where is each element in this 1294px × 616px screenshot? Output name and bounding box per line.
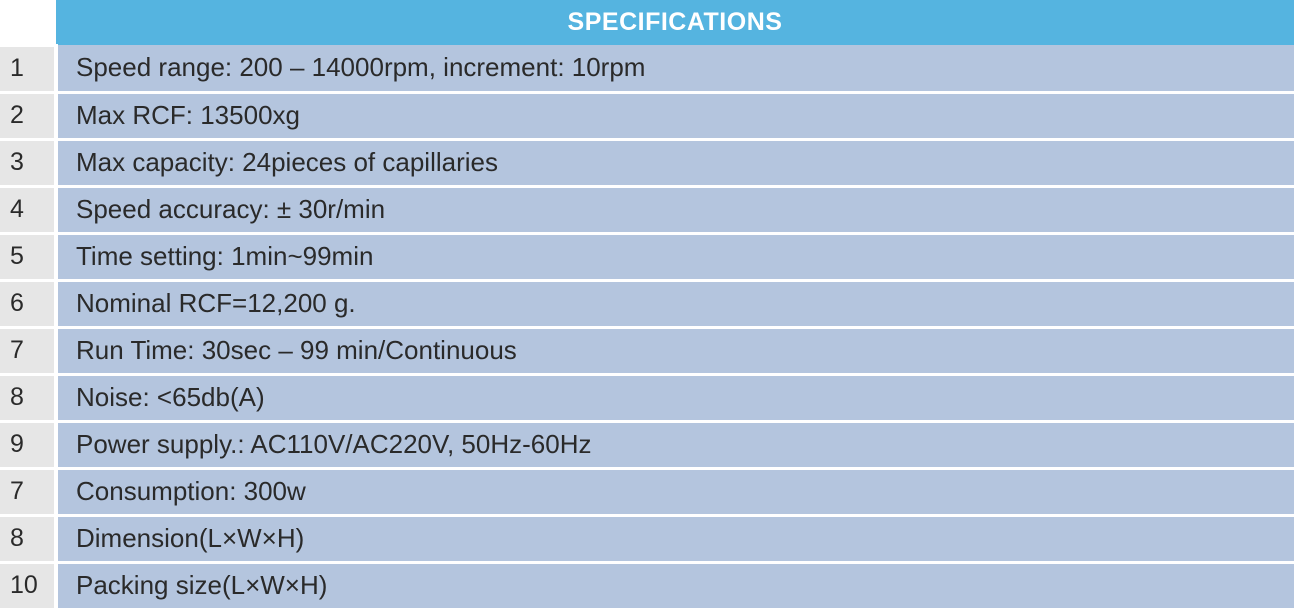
table-row: 5 Time setting: 1min~99min [0, 233, 1294, 280]
row-number: 1 [0, 45, 56, 92]
row-number: 8 [0, 374, 56, 421]
table-row: 8 Dimension(L×W×H) [0, 515, 1294, 562]
table-header-row: SPECIFICATIONS [0, 0, 1294, 45]
row-spec: Dimension(L×W×H) [56, 515, 1294, 562]
row-number: 5 [0, 233, 56, 280]
row-spec: Speed accuracy: ± 30r/min [56, 186, 1294, 233]
table-row: 2 Max RCF: 13500xg [0, 92, 1294, 139]
header-num-cell [0, 0, 56, 45]
row-spec: Max capacity: 24pieces of capillaries [56, 139, 1294, 186]
table-body: 1 Speed range: 200 – 14000rpm, increment… [0, 45, 1294, 609]
row-number: 8 [0, 515, 56, 562]
row-spec: Speed range: 200 – 14000rpm, increment: … [56, 45, 1294, 92]
row-spec: Nominal RCF=12,200 g. [56, 280, 1294, 327]
row-spec: Time setting: 1min~99min [56, 233, 1294, 280]
row-number: 4 [0, 186, 56, 233]
row-spec: Packing size(L×W×H) [56, 562, 1294, 609]
table-row: 9 Power supply.: AC110V/AC220V, 50Hz-60H… [0, 421, 1294, 468]
table-row: 6 Nominal RCF=12,200 g. [0, 280, 1294, 327]
specifications-table: SPECIFICATIONS 1 Speed range: 200 – 1400… [0, 0, 1294, 611]
row-number: 9 [0, 421, 56, 468]
header-spec-cell: SPECIFICATIONS [56, 0, 1294, 45]
row-spec: Run Time: 30sec – 99 min/Continuous [56, 327, 1294, 374]
table-row: 1 Speed range: 200 – 14000rpm, increment… [0, 45, 1294, 92]
table-row: 4 Speed accuracy: ± 30r/min [0, 186, 1294, 233]
table-row: 10 Packing size(L×W×H) [0, 562, 1294, 609]
table-row: 7 Run Time: 30sec – 99 min/Continuous [0, 327, 1294, 374]
row-spec: Power supply.: AC110V/AC220V, 50Hz-60Hz [56, 421, 1294, 468]
row-number: 6 [0, 280, 56, 327]
row-number: 7 [0, 468, 56, 515]
table-row: 8 Noise: <65db(A) [0, 374, 1294, 421]
row-number: 7 [0, 327, 56, 374]
table-row: 3 Max capacity: 24pieces of capillaries [0, 139, 1294, 186]
row-number: 2 [0, 92, 56, 139]
row-spec: Max RCF: 13500xg [56, 92, 1294, 139]
row-number: 10 [0, 562, 56, 609]
row-number: 3 [0, 139, 56, 186]
table-row: 7 Consumption: 300w [0, 468, 1294, 515]
row-spec: Noise: <65db(A) [56, 374, 1294, 421]
row-spec: Consumption: 300w [56, 468, 1294, 515]
